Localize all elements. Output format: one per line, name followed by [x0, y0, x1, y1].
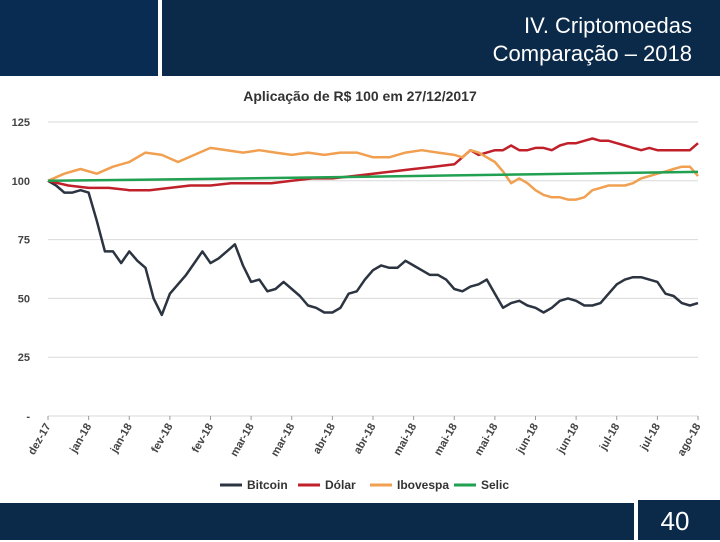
series-line-dólar — [47, 137, 699, 192]
slide-title-line-2: Comparação – 2018 — [492, 41, 692, 66]
x-tick-label: ago-18 — [675, 422, 703, 459]
x-tick-label: jun-18 — [555, 422, 582, 457]
line-chart: Aplicação de R$ 100 em 27/12/2017 - 25 50 7… — [12, 88, 704, 492]
header-underline — [0, 76, 720, 80]
x-tick-label: mai-18 — [432, 422, 460, 458]
legend-label: Bitcoin — [247, 478, 288, 492]
y-axis-ticks: - 25 50 75 100 125 — [12, 117, 31, 423]
footer-bar — [0, 500, 720, 540]
x-tick-label: jul-18 — [638, 422, 663, 454]
footer-top-line — [0, 500, 634, 503]
x-tick-label: jul-18 — [597, 422, 622, 454]
y-tick-label: 100 — [12, 176, 30, 188]
footer-divider — [634, 500, 638, 540]
series-lines — [47, 137, 699, 317]
x-tick-label: jan-18 — [67, 422, 94, 456]
y-tick-label: 50 — [18, 293, 30, 305]
x-tick-label: mar-18 — [269, 422, 297, 459]
y-tick-label: - — [26, 411, 30, 423]
x-tick-label: abr-18 — [311, 422, 338, 457]
x-tick-label: mai-18 — [473, 422, 501, 458]
legend-label: Selic — [481, 478, 509, 492]
header-divider — [158, 0, 162, 80]
legend-label: Ibovespa — [397, 478, 449, 492]
series-line-selic — [47, 170, 699, 183]
series-line-ibovespa — [47, 146, 699, 201]
x-tick-label: mar-18 — [228, 422, 256, 459]
grid-lines — [48, 121, 698, 417]
x-tick-label: dez-17 — [26, 422, 54, 458]
legend-label: Dólar — [325, 478, 356, 492]
header-logo-area — [0, 0, 158, 80]
y-tick-label: 25 — [18, 352, 30, 364]
y-tick-label: 125 — [12, 117, 30, 129]
slide-title-line-1: IV. Criptomoedas — [524, 13, 692, 38]
y-tick-label: 75 — [18, 235, 30, 247]
x-tick-label: fev-18 — [149, 422, 175, 456]
x-tick-label: fev-18 — [190, 422, 216, 456]
x-tick-label: mai-18 — [391, 422, 419, 458]
x-axis-ticks: dez-17 jan-18 jan-18 fev-18 fev-18 mar-18 mar-… — [26, 416, 704, 459]
chart-title: Aplicação de R$ 100 em 27/12/2017 — [243, 88, 477, 104]
series-line-bitcoin — [47, 179, 699, 317]
slide-title: IV. Criptomoedas Comparação – 2018 — [493, 12, 692, 68]
x-tick-label: jun-18 — [514, 422, 541, 457]
page-number: 40 — [660, 506, 690, 536]
legend: Bitcoin Dólar Ibovespa Selic — [220, 478, 509, 492]
x-tick-label: abr-18 — [352, 422, 379, 457]
x-tick-label: jan-18 — [108, 422, 135, 456]
